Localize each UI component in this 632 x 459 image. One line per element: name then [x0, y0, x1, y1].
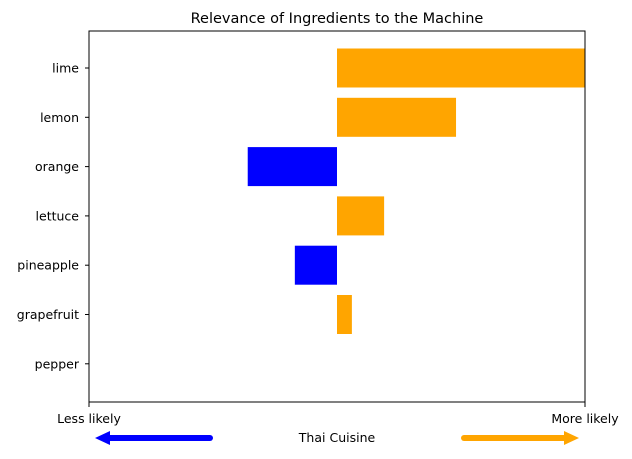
y-tick-label: lemon: [40, 110, 79, 125]
more-likely-arrow: [461, 431, 579, 445]
x-axis-right-label: More likely: [551, 411, 619, 426]
y-tick-label: grapefruit: [17, 307, 79, 322]
center-axis-label: Thai Cuisine: [298, 430, 376, 445]
y-tick-label: lime: [52, 61, 79, 76]
x-axis-left-label: Less likely: [57, 411, 121, 426]
chart-title: Relevance of Ingredients to the Machine: [191, 11, 484, 27]
bar-lettuce: [337, 196, 385, 236]
y-tick-label: pepper: [35, 356, 80, 371]
tick-labels-layer: lime lemon orange lettuce pineapple grapefrui…: [17, 61, 89, 371]
bars-layer: [247, 48, 585, 334]
bar-grapefruit: [337, 295, 352, 334]
plot-frame: [88, 30, 586, 403]
y-tick-label: pineapple: [17, 258, 79, 273]
bar-lemon: [337, 97, 457, 137]
y-tick-label: lettuce: [36, 208, 80, 223]
less-likely-arrow: [95, 431, 213, 445]
bar-orange: [247, 147, 337, 187]
bar-pineapple: [294, 245, 337, 285]
bar-lime: [337, 48, 585, 88]
y-tick-label: orange: [35, 159, 79, 174]
